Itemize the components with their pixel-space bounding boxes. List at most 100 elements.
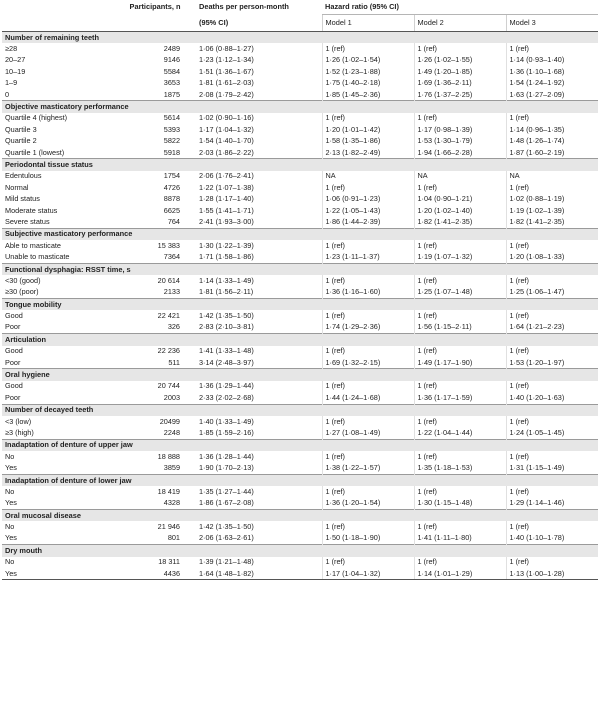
row-label: Poor xyxy=(5,392,21,402)
section-header-row: Dry mouth xyxy=(2,544,599,557)
table-row: Quartile 1 (lowest) 5918 2·03 (1·86–2·22) 2… xyxy=(2,146,599,159)
model-2-cell: 1 (ref) xyxy=(413,345,506,357)
participants-cell: 2133 xyxy=(163,287,180,297)
header-blank-3 xyxy=(114,14,196,32)
participants-cell: 5918 xyxy=(163,147,180,157)
deaths-cell: 1·28 (1·17–1·40) xyxy=(199,194,254,204)
model-1-cell: 1·20 (1·01–1·42) xyxy=(321,124,414,136)
model-1-cell: 1 (ref) xyxy=(321,415,414,428)
table-row: Severe status 764 2·41 (1·93–3·00) 1·86 (1·… xyxy=(2,216,599,229)
row-label: 1–9 xyxy=(5,78,18,88)
table-row: No 18 419 1·35 (1·27–1·44) 1 (ref) 1 (ref) 1 … xyxy=(2,486,599,498)
deaths-cell: 2·03 (1·86–2·22) xyxy=(199,147,254,157)
deaths-cell: 1·42 (1·35–1·50) xyxy=(199,311,254,321)
model-1-cell: NA xyxy=(321,170,414,183)
header-deaths-label: Deaths per person-month xyxy=(199,2,289,12)
section-header-row: Periodontal tissue status xyxy=(2,158,599,171)
table-row: 10–19 5584 1·51 (1·36–1·67) 1·52 (1·23–1·88… xyxy=(2,66,599,78)
table-row: No 18 888 1·36 (1·28–1·44) 1 (ref) 1 (ref) 1 … xyxy=(2,451,599,463)
participants-cell: 20499 xyxy=(159,416,180,426)
model-3-cell: 1·82 (1·41–2·35) xyxy=(505,216,599,229)
model-3-cell: 1·36 (1·10–1·68) xyxy=(505,66,599,78)
model-3-cell: 1 (ref) xyxy=(505,345,599,357)
model-3-cell: 1 (ref) xyxy=(505,182,599,194)
row-label: No xyxy=(5,522,15,532)
section-title: Periodontal tissue status xyxy=(2,158,599,171)
deaths-cell: 1·64 (1·48–1·82) xyxy=(196,567,322,581)
table-row: No 21 946 1·42 (1·35–1·50) 1 (ref) 1 (ref) 1 … xyxy=(2,521,599,533)
section-header-row: Oral hygiene xyxy=(2,368,599,381)
participants-cell: 8878 xyxy=(163,194,180,204)
model-2-cell: 1 (ref) xyxy=(413,112,506,125)
model-2-cell: 1 (ref) xyxy=(413,451,506,463)
table-row: Good 22 236 1·41 (1·33–1·48) 1 (ref) 1 (ref)… xyxy=(2,345,599,357)
row-label: Quartile 3 xyxy=(5,124,37,134)
deaths-cell: 2·83 (2·10–3·81) xyxy=(199,322,254,332)
table-row: Poor 511 3·14 (2·48–3·97) 1·69 (1·32–2·15) 1… xyxy=(2,356,599,369)
row-label: Good xyxy=(5,346,23,356)
header-blank xyxy=(2,0,114,15)
model-1-cell: 1·85 (1·45–2·36) xyxy=(321,88,414,101)
model-1-cell: 1 (ref) xyxy=(321,112,414,125)
model-3-cell: 1 (ref) xyxy=(505,451,599,463)
model-2-cell: 1 (ref) xyxy=(413,275,506,287)
participants-cell: 511 xyxy=(168,357,180,367)
model-3-cell: 1·25 (1·06–1·47) xyxy=(505,286,599,299)
participants-cell: 4726 xyxy=(163,182,180,192)
row-label: Moderate status xyxy=(5,205,58,215)
row-label: No xyxy=(5,451,15,461)
row-label: Yes xyxy=(5,533,17,543)
row-label: ≥28 xyxy=(5,44,18,54)
row-label: No xyxy=(5,557,15,567)
table-row: Mild status 8878 1·28 (1·17–1·40) 1·06 (0·9… xyxy=(2,193,599,205)
model-2-cell: 1·36 (1·17–1·59) xyxy=(413,392,506,404)
model-1-cell: 1 (ref) xyxy=(321,345,414,357)
row-label: 0 xyxy=(5,89,10,99)
model-1-cell: 1·06 (0·91–1·23) xyxy=(321,193,414,205)
model-2-cell: 1 (ref) xyxy=(413,521,506,533)
model-2-cell: 1·17 (0·98–1·39) xyxy=(413,124,506,136)
model-1-cell: 1 (ref) xyxy=(321,310,414,322)
model-3-cell: 1 (ref) xyxy=(505,310,599,322)
deaths-cell: 1·41 (1·33–1·48) xyxy=(199,346,254,356)
model-2-cell: 1 (ref) xyxy=(413,310,506,322)
model-2-cell: 1 (ref) xyxy=(413,380,506,393)
model-3-cell: 1·20 (1·08–1·33) xyxy=(505,251,599,264)
model-3-cell: 1·40 (1·10–1·78) xyxy=(505,532,599,545)
model-2-cell: 1·41 (1·11–1·80) xyxy=(413,532,506,545)
model-2-cell: 1·49 (1·17–1·90) xyxy=(413,356,506,369)
model-3-cell: 1 (ref) xyxy=(505,521,599,533)
participants-cell: 22 421 xyxy=(157,311,180,321)
table-header: Participants, n Deaths per person-month … xyxy=(2,0,599,32)
row-label: Yes xyxy=(2,567,114,581)
section-header-row: Inadaptation of denture of upper jaw xyxy=(2,438,599,452)
row-label: Able to masticate xyxy=(5,240,61,250)
model-3-cell: NA xyxy=(505,170,599,183)
table-row: <3 (low) 20499 1·40 (1·33–1·49) 1 (ref) 1 (r… xyxy=(2,415,599,428)
participants-cell: 6625 xyxy=(163,205,180,215)
model-3-cell: 1 (ref) xyxy=(505,415,599,428)
model-2-cell: 1 (ref) xyxy=(413,556,506,568)
row-label: Unable to masticate xyxy=(5,252,70,262)
deaths-cell: 1·81 (1·56–2·11) xyxy=(199,287,254,297)
model-1-cell: 1·50 (1·18–1·90) xyxy=(321,532,414,545)
section-header-row: Tongue mobility xyxy=(2,297,599,311)
deaths-cell: 1·71 (1·58–1·86) xyxy=(199,252,254,262)
row-label: Yes xyxy=(5,463,17,473)
header-blank-2 xyxy=(2,14,114,32)
model-1-cell: 1·17 (1·04–1·32) xyxy=(321,567,414,581)
section-title: Dry mouth xyxy=(2,544,599,557)
deaths-cell: 2·06 (1·76–2·41) xyxy=(199,171,254,181)
model-1-cell: 1 (ref) xyxy=(321,486,414,498)
model-3-cell: 1·53 (1·20–1·97) xyxy=(505,356,599,369)
model-3-cell: 1·02 (0·88–1·19) xyxy=(505,193,599,205)
table-row: Moderate status 6625 1·55 (1·41–1·71) 1·22 … xyxy=(2,204,599,217)
participants-cell: 22 236 xyxy=(157,346,180,356)
model-3-cell: 1 (ref) xyxy=(505,43,599,55)
section-title: Articulation xyxy=(2,333,599,346)
table-row: Good 22 421 1·42 (1·35–1·50) 1 (ref) 1 (ref)… xyxy=(2,310,599,322)
table-row: 1–9 3653 1·81 (1·61–2·03) 1·75 (1·40–2·18) 1… xyxy=(2,77,599,89)
participants-cell: 4436 xyxy=(114,567,196,581)
participants-cell: 20 744 xyxy=(157,381,180,391)
deaths-cell: 1·40 (1·33–1·49) xyxy=(199,416,254,426)
